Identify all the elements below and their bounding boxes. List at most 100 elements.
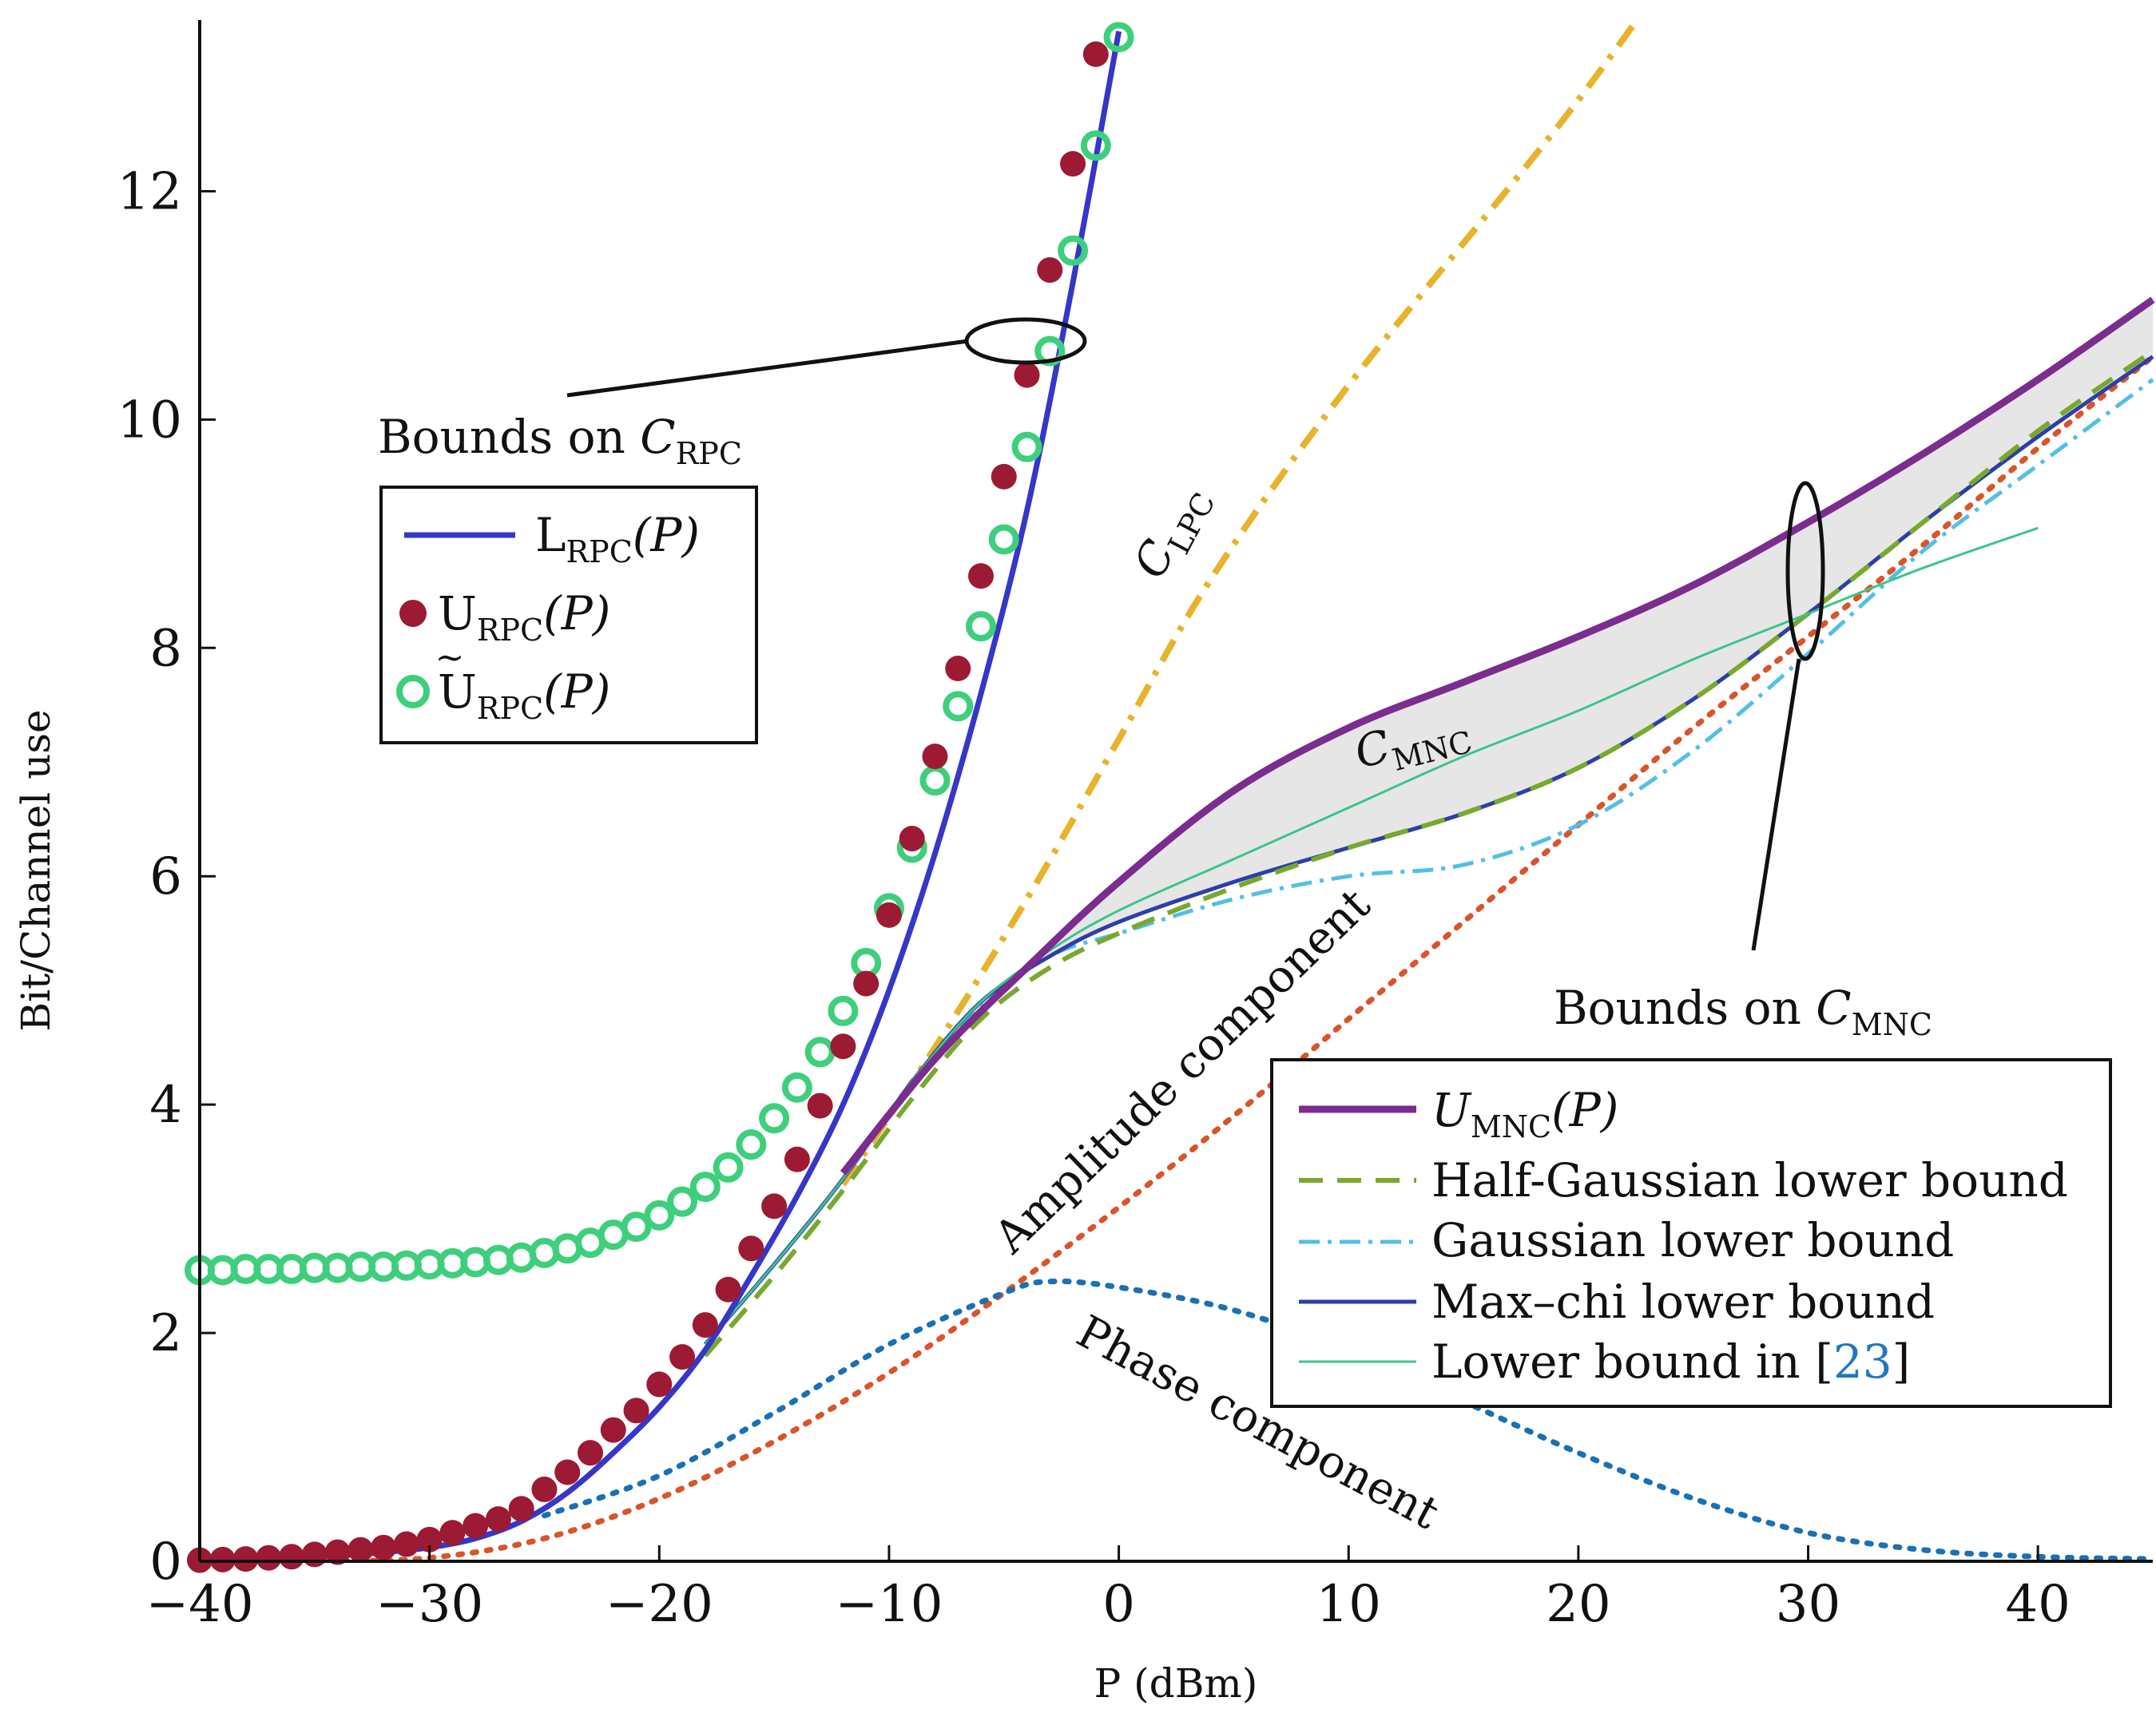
x-tick-label: −10 [835, 1575, 943, 1634]
rpc-bounds-ellipse [964, 317, 1087, 365]
u-rpc-marker [738, 1235, 764, 1262]
u-rpc-marker [485, 1506, 511, 1533]
y-tick-label: 10 [117, 391, 182, 450]
series-line-u-mnc [840, 296, 2155, 1176]
u-rpc-marker [830, 1033, 856, 1060]
x-tick-label: 0 [1102, 1575, 1135, 1634]
rpc-bounds-leader [566, 339, 969, 398]
u-rpc-marker [945, 656, 971, 682]
mnc-bounds-leader [1751, 658, 1801, 951]
ut-rpc-marker [644, 1200, 675, 1231]
u-rpc-marker [991, 463, 1017, 490]
ut-rpc-marker [804, 1037, 836, 1068]
y-tick-label: 12 [117, 162, 182, 221]
ut-rpc-marker [759, 1103, 790, 1134]
u-rpc-marker [1014, 362, 1040, 388]
u-rpc-marker [439, 1520, 466, 1546]
ut-rpc-marker [1011, 431, 1042, 462]
y-tick-label: 6 [149, 847, 182, 906]
ut-rpc-marker [1058, 235, 1089, 266]
u-rpc-marker [463, 1513, 489, 1539]
legend-gaussian-label: Gaussian lower bound [1431, 1213, 1954, 1267]
series-line-half-gauss [703, 349, 2154, 1358]
u-rpc-marker [1060, 151, 1086, 177]
u-rpc-marker [578, 1440, 603, 1466]
ut-rpc-marker [966, 611, 996, 642]
u-rpc-marker [416, 1526, 443, 1552]
legend-utrpc-swatch [396, 675, 430, 708]
u-rpc-marker [784, 1146, 810, 1172]
legend-umnc-label: UMNC(P) [1431, 1083, 1618, 1144]
series-line-l-rpc [200, 30, 1122, 1561]
legend-urpc-swatch [399, 600, 427, 627]
legend-lrpc-label: LRPC(P) [535, 508, 700, 569]
rpc-bounds-header: Bounds on CRPC [378, 410, 742, 471]
x-tick-label: −20 [606, 1575, 713, 1634]
u-rpc-marker [554, 1459, 581, 1485]
ut-rpc-marker [621, 1211, 652, 1243]
u-rpc-marker [761, 1193, 788, 1219]
ut-rpc-marker [667, 1186, 698, 1217]
legend-ref23-label: Lower bound in [23] [1431, 1334, 1910, 1389]
legend-utrpc-tilde: ~ [435, 637, 465, 678]
ut-rpc-marker [781, 1072, 812, 1103]
x-tick-label: 40 [2005, 1575, 2070, 1634]
legend-utrpc-label: URPC(P) [438, 664, 610, 726]
y-tick-label: 0 [149, 1533, 182, 1592]
ut-rpc-marker [988, 524, 1019, 555]
u-rpc-marker [324, 1539, 351, 1565]
ut-rpc-marker [1103, 22, 1134, 53]
legend-mnc: UMNC(P) Half-Gaussian lower bound Gaussi… [1270, 1058, 2112, 1408]
legend-rpc-box [379, 486, 758, 744]
u-rpc-marker [807, 1092, 833, 1119]
u-rpc-marker [1082, 41, 1109, 67]
u-rpc-marker [256, 1545, 282, 1571]
u-rpc-marker [876, 902, 902, 928]
u-rpc-marker [531, 1476, 558, 1502]
x-axis-title: P (dBm) [1094, 1660, 1258, 1707]
ut-rpc-marker [736, 1129, 767, 1160]
legend-urpc-label: URPC(P) [438, 586, 610, 648]
mnc-bounds-header: Bounds on CMNC [1554, 981, 1932, 1042]
ut-rpc-marker [943, 691, 974, 722]
u-rpc-marker [899, 826, 925, 852]
legend-mnc-box [1270, 1058, 2112, 1408]
mnc-bounds-ellipse [1785, 481, 1825, 661]
citation-link[interactable]: 23 [1833, 1334, 1892, 1389]
y-tick-label: 2 [149, 1304, 182, 1363]
x-tick-label: 30 [1776, 1575, 1840, 1634]
u-rpc-marker [623, 1398, 649, 1424]
u-rpc-marker [646, 1371, 673, 1398]
ut-rpc-marker [1080, 130, 1111, 161]
u-rpc-marker [922, 744, 948, 770]
u-rpc-marker [968, 563, 994, 589]
u-rpc-marker [301, 1541, 328, 1568]
x-tick-label: −30 [375, 1575, 483, 1634]
u-rpc-marker [279, 1544, 305, 1570]
u-rpc-marker [209, 1546, 236, 1572]
x-tick-label: −40 [145, 1575, 253, 1634]
ut-rpc-marker [1034, 335, 1066, 367]
u-rpc-marker [371, 1534, 397, 1560]
y-axis-title: Bit/Channel use [13, 709, 59, 1031]
u-rpc-marker [1037, 257, 1063, 284]
series-line-amp [200, 354, 2156, 1561]
mnc-bounds-band [843, 299, 2153, 1180]
u-rpc-marker [692, 1312, 718, 1338]
u-rpc-marker [715, 1276, 741, 1303]
u-rpc-marker [393, 1531, 419, 1557]
ut-rpc-marker [689, 1172, 721, 1203]
u-rpc-marker [853, 970, 879, 997]
y-tick-label: 8 [149, 619, 182, 678]
legend-rpc: LRPC(P) URPC(P) ~ URPC(P) [379, 486, 758, 744]
legend-half-gaussian-label: Half-Gaussian lower bound [1431, 1153, 2068, 1208]
legend-max-chi-label: Max–chi lower bound [1431, 1275, 1935, 1329]
ut-rpc-marker [828, 995, 859, 1026]
x-tick-label: 10 [1316, 1575, 1381, 1634]
ut-rpc-marker [919, 765, 951, 796]
u-rpc-marker [600, 1417, 626, 1443]
x-tick-label: 20 [1546, 1575, 1610, 1634]
u-rpc-marker [232, 1546, 259, 1572]
u-rpc-marker [347, 1537, 374, 1563]
